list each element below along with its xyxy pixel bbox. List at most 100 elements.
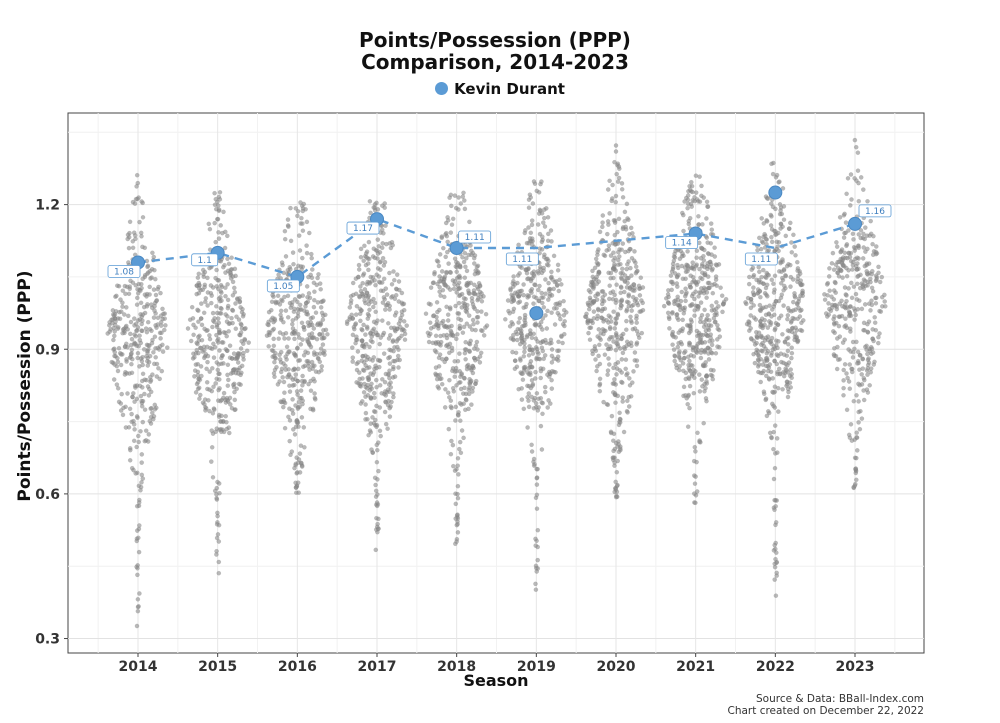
swarm-point-2022 — [778, 280, 784, 286]
swarm-point-2019 — [549, 310, 554, 316]
swarm-point-2022 — [778, 226, 783, 231]
swarm-point-2016 — [304, 284, 310, 289]
swarm-point-2020 — [618, 270, 624, 276]
swarm-point-2014 — [136, 343, 141, 349]
swarm-point-2015 — [225, 399, 231, 404]
x-tick-label: 2023 — [836, 659, 875, 675]
swarm-point-2022 — [760, 348, 765, 354]
swarm-point-2022 — [769, 239, 775, 245]
swarm-point-2019 — [555, 262, 561, 268]
swarm-point-2023 — [841, 392, 846, 398]
swarm-point-2016 — [318, 305, 324, 310]
swarm-point-2019 — [510, 349, 515, 355]
swarm-point-2015 — [230, 308, 236, 313]
swarm-point-2023 — [850, 231, 856, 237]
swarm-point-2014 — [140, 276, 145, 282]
swarm-point-2023 — [849, 366, 854, 372]
swarm-point-2017 — [361, 368, 367, 373]
swarm-point-2023 — [872, 359, 877, 365]
swarm-point-2021 — [688, 368, 693, 374]
swarm-point-2017 — [396, 279, 402, 284]
swarm-point-2023 — [826, 312, 832, 318]
swarm-point-2023 — [847, 362, 853, 367]
swarm-point-2018 — [445, 239, 451, 245]
swarm-point-2020 — [613, 143, 619, 148]
swarm-point-2015 — [208, 345, 213, 351]
swarm-point-2014 — [120, 304, 125, 310]
swarm-point-2015 — [209, 428, 214, 433]
swarm-point-2014 — [161, 311, 166, 317]
swarm-point-2022 — [793, 252, 798, 258]
swarm-point-2018 — [432, 348, 438, 353]
swarm-point-2015 — [208, 283, 214, 288]
swarm-point-2017 — [368, 210, 373, 216]
swarm-point-2015 — [224, 348, 230, 354]
swarm-point-2019 — [533, 369, 538, 375]
swarm-point-2022 — [754, 329, 759, 335]
swarm-point-2014 — [144, 303, 150, 309]
swarm-point-2021 — [681, 310, 687, 316]
swarm-point-2020 — [629, 273, 634, 278]
swarm-point-2014 — [157, 376, 162, 382]
swarm-point-2021 — [668, 273, 674, 278]
swarm-point-2016 — [296, 457, 302, 462]
swarm-point-2017 — [373, 377, 379, 383]
swarm-point-2023 — [861, 231, 866, 237]
swarm-point-2021 — [676, 272, 681, 278]
swarm-point-2020 — [620, 395, 626, 400]
swarm-point-2014 — [117, 316, 123, 322]
swarm-point-2021 — [692, 481, 698, 487]
swarm-point-2014 — [131, 316, 137, 321]
swarm-point-2018 — [461, 295, 467, 301]
swarm-point-2022 — [785, 362, 790, 368]
swarm-point-2014 — [149, 405, 154, 411]
swarm-point-2022 — [769, 335, 775, 341]
swarm-point-2021 — [692, 313, 697, 319]
swarm-point-2019 — [536, 356, 542, 362]
swarm-point-2016 — [304, 243, 309, 248]
swarm-point-2015 — [225, 372, 230, 378]
swarm-point-2017 — [357, 294, 362, 300]
swarm-point-2015 — [236, 381, 242, 387]
swarm-point-2015 — [232, 289, 238, 295]
swarm-point-2019 — [540, 300, 545, 306]
swarm-point-2018 — [437, 372, 443, 378]
swarm-point-2020 — [619, 285, 624, 291]
swarm-point-2023 — [860, 256, 866, 261]
swarm-point-2016 — [311, 326, 317, 331]
swarm-point-2017 — [348, 298, 354, 303]
swarm-point-2019 — [535, 557, 541, 563]
swarm-point-2014 — [136, 439, 141, 445]
swarm-point-2017 — [358, 284, 363, 289]
swarm-point-2020 — [607, 362, 612, 367]
swarm-point-2018 — [466, 290, 472, 296]
swarm-point-2023 — [868, 308, 873, 313]
swarm-point-2020 — [631, 258, 637, 264]
swarm-point-2023 — [856, 399, 861, 404]
swarm-point-2016 — [282, 425, 288, 431]
swarm-point-2017 — [368, 371, 373, 376]
swarm-point-2020 — [586, 330, 591, 336]
swarm-point-2017 — [350, 355, 356, 360]
swarm-point-2022 — [765, 196, 771, 201]
swarm-point-2015 — [214, 332, 219, 338]
swarm-point-2023 — [844, 371, 849, 376]
swarm-point-2017 — [364, 254, 369, 260]
swarm-point-2019 — [531, 405, 537, 411]
swarm-point-2018 — [464, 366, 470, 372]
swarm-point-2022 — [781, 352, 787, 358]
swarm-point-2021 — [709, 350, 715, 356]
swarm-point-2022 — [764, 355, 770, 361]
swarm-point-2022 — [763, 304, 769, 310]
swarm-point-2019 — [538, 375, 544, 381]
swarm-point-2016 — [305, 350, 311, 356]
swarm-point-2018 — [448, 451, 454, 457]
swarm-point-2015 — [220, 264, 226, 270]
swarm-point-2021 — [685, 264, 691, 269]
swarm-point-2015 — [205, 359, 210, 365]
swarm-point-2016 — [300, 228, 306, 233]
swarm-point-2018 — [453, 501, 459, 507]
swarm-point-2020 — [597, 376, 603, 382]
swarm-point-2019 — [540, 400, 546, 406]
swarm-point-2023 — [848, 172, 854, 177]
